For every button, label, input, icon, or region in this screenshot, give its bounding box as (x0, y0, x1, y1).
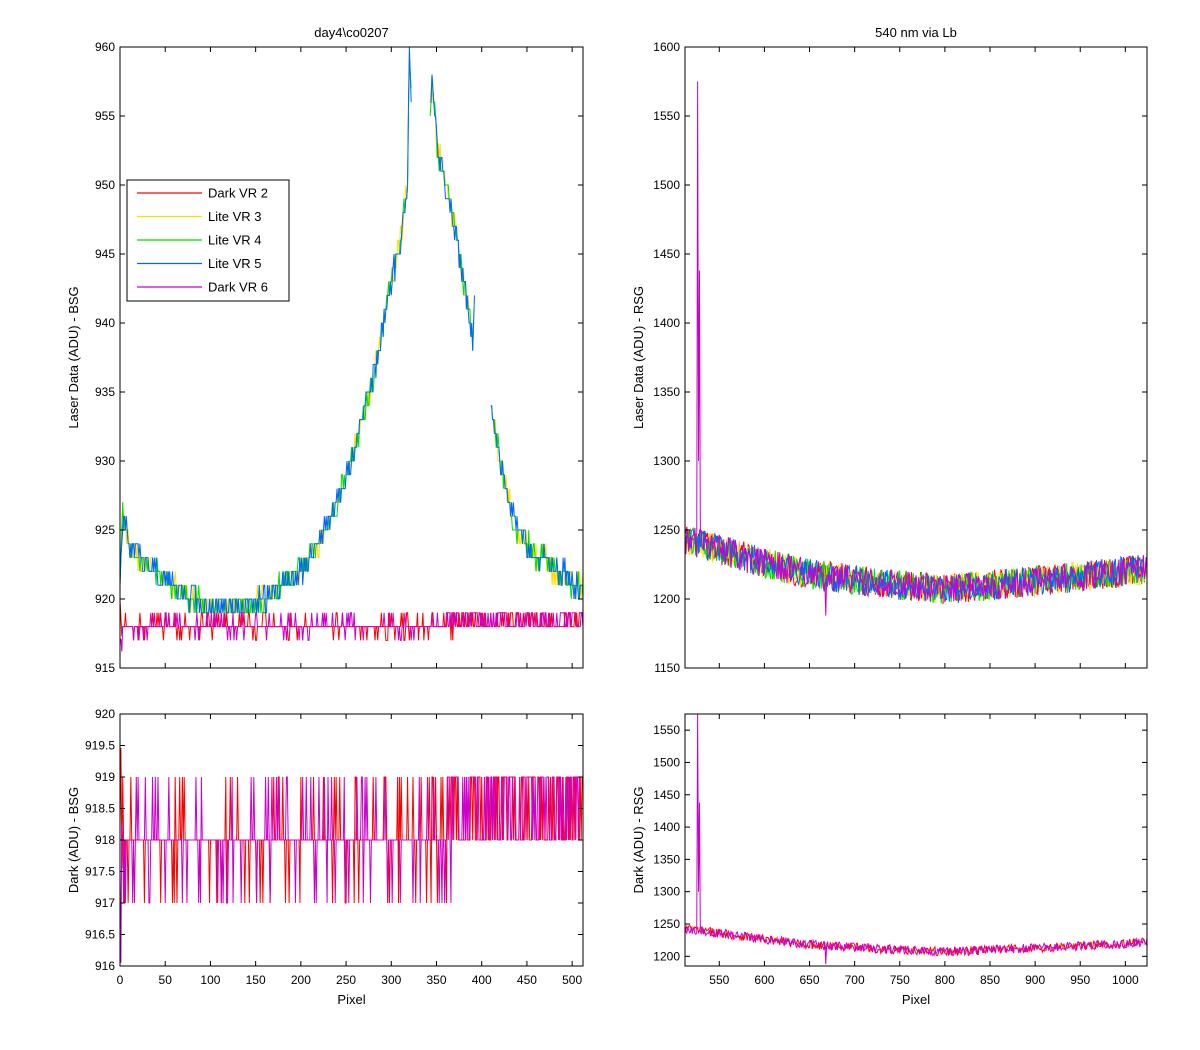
legend: Dark VR 2 Lite VR 3 Lite VR 4 Lite VR 5 Dark… (126, 179, 290, 302)
x-tick-label: 0 (117, 973, 124, 987)
axes-frame (119, 46, 584, 669)
y-tick-label: 917.5 (85, 865, 115, 879)
x-tick-label: 250 (336, 973, 356, 987)
legend-label: Lite VR 4 (208, 233, 261, 248)
series-line-dark-vr-6 (685, 81, 1147, 616)
x-axis-label: Pixel (902, 992, 930, 1007)
series-line-dark-vr-6 (120, 776, 583, 963)
y-tick-label: 1450 (653, 788, 680, 802)
x-axis-label: Pixel (337, 992, 365, 1007)
y-tick-label: 1500 (653, 178, 680, 192)
y-tick-label: 1250 (653, 523, 680, 537)
legend-label: Lite VR 5 (208, 256, 261, 271)
x-tick-label: 700 (845, 973, 865, 987)
panel-bottom_right: 550 600 650 700 750 800 850 900 950 1000 1200 1250 1… (631, 713, 1148, 1007)
y-tick-label: 1600 (653, 40, 680, 54)
x-tick-label: 950 (1070, 973, 1090, 987)
x-tick-label: 550 (709, 973, 729, 987)
x-tick-label: 600 (754, 973, 774, 987)
y-tick-label: 1550 (653, 109, 680, 123)
y-tick-label: 916.5 (85, 928, 115, 942)
series-group (685, 714, 1147, 965)
y-tick-label: 1350 (653, 385, 680, 399)
axes-frame (684, 713, 1148, 967)
panel-top_left: 915 920 925 930 935 940 945 950 955 960 day4\co020… (66, 25, 584, 675)
x-tick-label: 400 (472, 973, 492, 987)
x-tick-label: 650 (800, 973, 820, 987)
plot-area (120, 47, 583, 668)
y-tick-label: 917 (95, 896, 115, 910)
y-tick-label: 920 (95, 592, 115, 606)
y-tick-label: 940 (95, 316, 115, 330)
y-tick-label: 916 (95, 959, 115, 973)
panel-top_right: 1150 1200 1250 1300 1350 1400 1450 1500 1550 1600… (631, 25, 1148, 675)
x-tick-label: 200 (291, 973, 311, 987)
series-line-lite-vr-5 (120, 47, 583, 614)
y-axis-label: Dark (ADU) - RSG (631, 787, 646, 894)
y-tick-label: 1400 (653, 820, 680, 834)
chart-title: day4\co0207 (314, 25, 388, 40)
y-tick-label: 1300 (653, 454, 680, 468)
y-axis-label: Laser Data (ADU) - RSG (631, 286, 646, 429)
y-tick-label: 925 (95, 523, 115, 537)
series-line-dark-vr-6 (685, 714, 1147, 965)
series-line-lite-vr-3 (685, 531, 1147, 604)
y-tick-label: 1500 (653, 755, 680, 769)
y-tick-label: 1250 (653, 917, 680, 931)
x-tick-label: 500 (562, 973, 582, 987)
y-tick-label: 1300 (653, 885, 680, 899)
x-tick-label: 1000 (1112, 973, 1139, 987)
x-tick-label: 100 (200, 973, 220, 987)
y-tick-label: 1550 (653, 723, 680, 737)
panel-bottom_left: 0 50 100 150 200 250 300 350 400 450 500 916 916.5 91… (66, 707, 584, 1007)
y-axis-label: Laser Data (ADU) - BSG (66, 286, 81, 428)
y-tick-label: 1200 (653, 949, 680, 963)
x-tick-label: 300 (381, 973, 401, 987)
x-tick-label: 750 (890, 973, 910, 987)
x-tick-label: 450 (517, 973, 537, 987)
plot-area (685, 714, 1147, 966)
y-axis-label: Dark (ADU) - BSG (66, 787, 81, 893)
y-tick-label: 945 (95, 247, 115, 261)
x-tick-label: 150 (246, 973, 266, 987)
axes-frame (684, 46, 1148, 669)
legend-label: Dark VR 6 (208, 280, 268, 295)
y-tick-label: 915 (95, 661, 115, 675)
y-tick-label: 1350 (653, 852, 680, 866)
y-tick-label: 918.5 (85, 802, 115, 816)
x-tick-label: 900 (1025, 973, 1045, 987)
y-tick-label: 930 (95, 454, 115, 468)
y-tick-label: 920 (95, 707, 115, 721)
y-tick-label: 1450 (653, 247, 680, 261)
x-tick-label: 50 (159, 973, 173, 987)
y-tick-label: 919.5 (85, 739, 115, 753)
series-line-dark-vr-6 (120, 612, 583, 652)
series-group (120, 747, 583, 963)
series-line-dark-vr-2 (120, 599, 583, 641)
y-tick-label: 1400 (653, 316, 680, 330)
series-line-lite-vr-5 (685, 526, 1147, 604)
y-tick-label: 918 (95, 833, 115, 847)
y-tick-label: 950 (95, 178, 115, 192)
y-tick-label: 1200 (653, 592, 680, 606)
series-group (685, 81, 1147, 616)
legend-label: Dark VR 2 (208, 186, 268, 201)
chart-title: 540 nm via Lb (875, 25, 957, 40)
legend-label: Lite VR 3 (208, 209, 261, 224)
y-tick-label: 955 (95, 109, 115, 123)
y-tick-label: 960 (95, 40, 115, 54)
y-tick-label: 935 (95, 385, 115, 399)
x-tick-label: 850 (980, 973, 1000, 987)
x-tick-label: 350 (426, 973, 446, 987)
series-group (120, 47, 583, 652)
y-tick-label: 919 (95, 770, 115, 784)
x-tick-label: 800 (935, 973, 955, 987)
y-tick-label: 1150 (654, 661, 680, 675)
